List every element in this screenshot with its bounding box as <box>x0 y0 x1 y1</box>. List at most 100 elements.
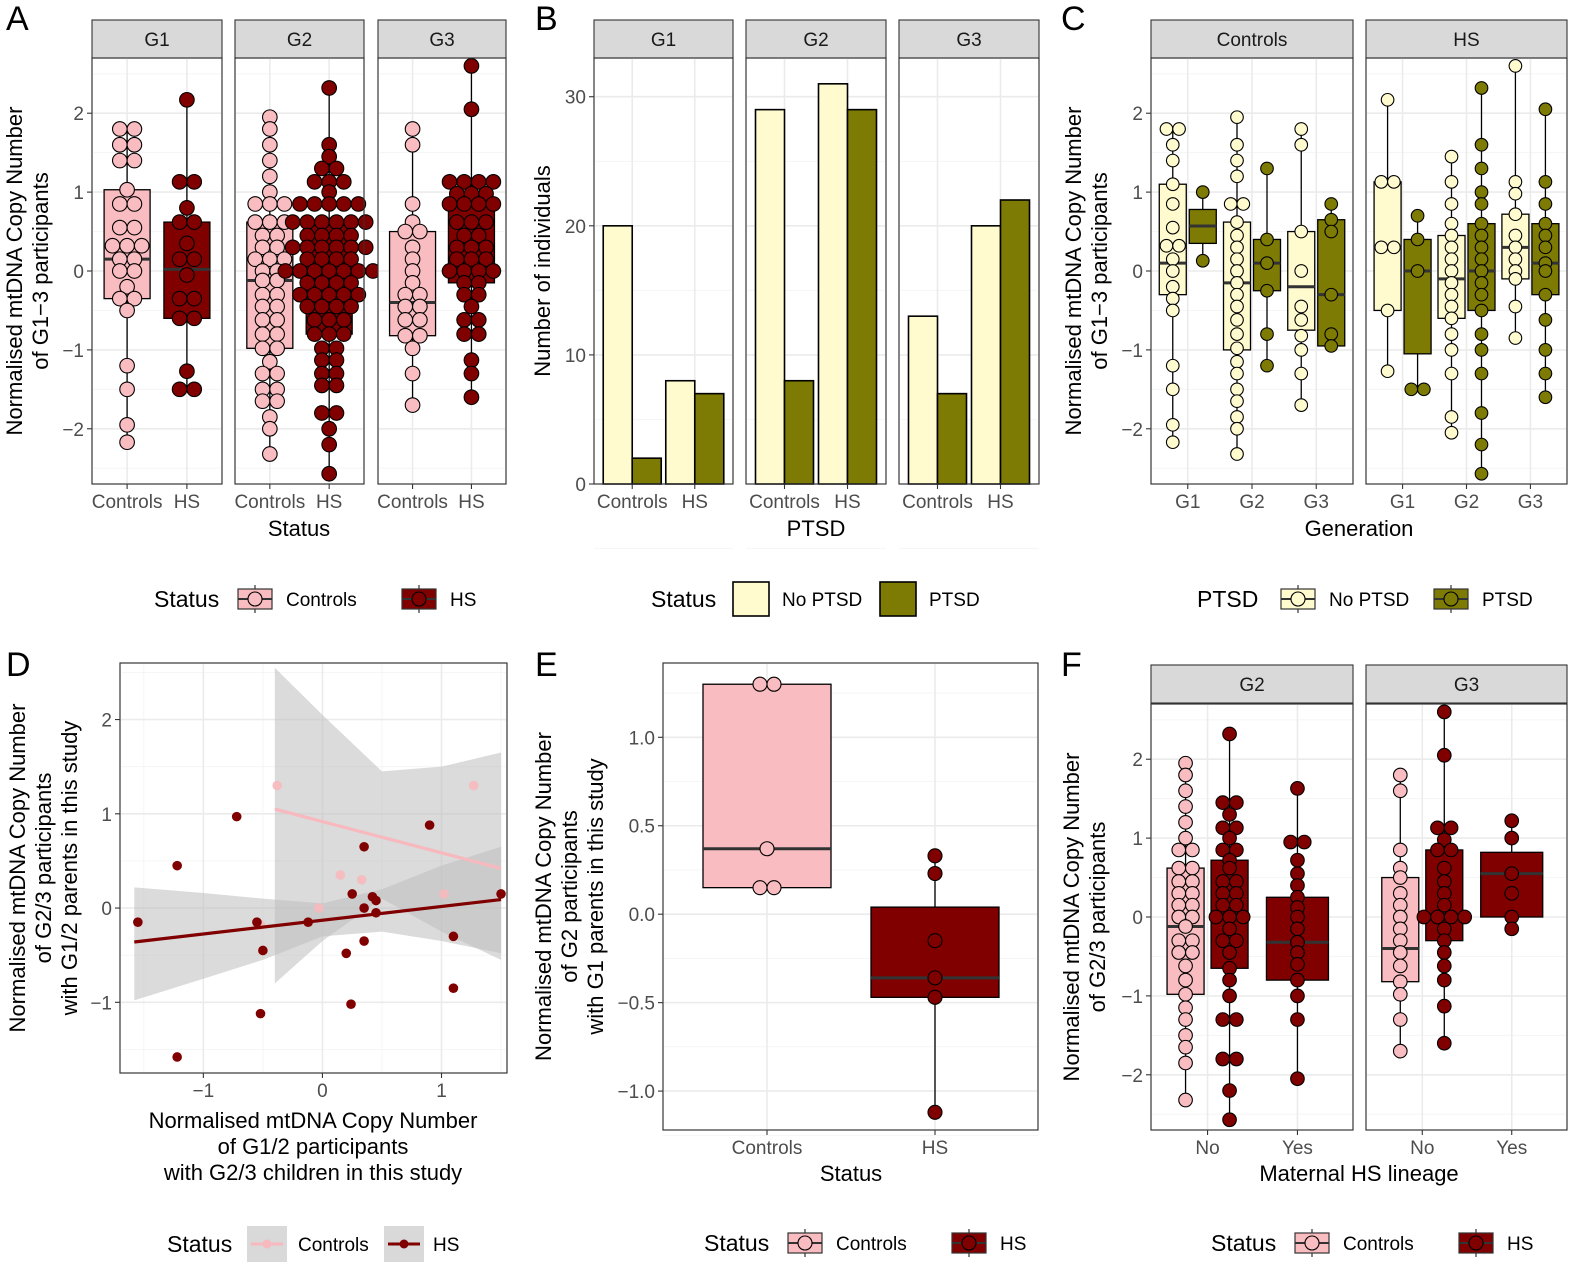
panel-a-Controls-point <box>261 121 278 137</box>
panel-c-PTSD-point <box>1324 339 1339 353</box>
panel-f-y-tick-label: 1 <box>1132 829 1143 850</box>
panel-a-HS-point <box>463 58 480 74</box>
panel-a-Controls-point <box>412 327 428 344</box>
panel-c-No PTSD-point <box>1165 197 1180 211</box>
panel-a-y-tick-label: 1 <box>73 183 84 204</box>
panel-a-HS-point <box>306 196 323 212</box>
panel-f-HS-point <box>1235 909 1251 925</box>
panel-a-HS-point <box>284 214 301 230</box>
panel-b-x-tick-label: Controls <box>902 492 973 513</box>
panel-f-HS-point <box>1504 921 1520 937</box>
panel-a-HS-point <box>186 174 203 190</box>
panel-a-Controls-point <box>261 196 278 212</box>
panel-c-No PTSD-point <box>1444 216 1459 231</box>
panel-c-x-tick-label: G3 <box>1518 492 1543 513</box>
panel-c-No PTSD-point <box>1230 447 1244 461</box>
panel-c-No PTSD-point <box>1165 220 1180 235</box>
panel-a-HS-point <box>314 160 330 177</box>
panel-d-point-HS <box>359 841 369 852</box>
panel-c-PTSD-point <box>1410 264 1425 278</box>
panel-a-HS-point <box>335 196 352 212</box>
panel-a-Controls-point <box>254 298 271 315</box>
panel-e-Controls-point <box>759 841 775 857</box>
panel-c-PTSD-point <box>1324 327 1339 341</box>
panel-a-HS-point <box>456 326 472 342</box>
panel-c-PTSD-point <box>1474 303 1489 318</box>
panel-e-Controls-point <box>766 880 782 896</box>
panel-f-Controls-point <box>1392 783 1408 799</box>
panel-c-HS-strip <box>1365 19 1568 59</box>
panel-e-HS-point <box>927 989 943 1005</box>
panel-a-Controls-point <box>261 420 278 437</box>
panel-f-HS-point <box>1229 897 1244 913</box>
panel-d-x-label: with G2/3 children in this study <box>163 1160 462 1185</box>
panel-f-x-tick-label: Yes <box>1282 1138 1313 1159</box>
panel-e-HS-point <box>927 1104 943 1120</box>
panel-a-HS-point <box>314 405 330 421</box>
panel-a-HS-point <box>179 363 195 380</box>
panel-a-HS-point <box>328 377 345 394</box>
panel-c-No PTSD-point <box>1444 343 1459 357</box>
panel-a-Controls-point <box>269 298 285 315</box>
panel-f-HS-point <box>1504 830 1520 846</box>
panel-a-G2-strip <box>234 19 365 59</box>
panel-f-HS-point <box>1222 807 1237 822</box>
panel-c-No PTSD-point <box>1165 382 1180 397</box>
panel-f-Controls-point <box>1178 958 1193 974</box>
panel-a-Controls-point <box>126 219 143 236</box>
panel-f-Controls-point <box>1178 1055 1193 1071</box>
panel-a-Controls-point <box>404 196 421 212</box>
panel-f-Controls-point <box>1392 1043 1408 1059</box>
panel-a-HS-point <box>485 174 502 190</box>
panel-a-G3-strip-label: G3 <box>429 30 454 51</box>
panel-a-y-tick-label: −1 <box>62 341 84 362</box>
panel-b-G3-strip <box>898 19 1040 59</box>
panel-b-bar-G1-HS-PTSD <box>693 392 725 485</box>
panel-a-Controls-point <box>119 357 135 374</box>
panel-d-point-HS <box>496 889 506 899</box>
panel-a-HS-point <box>357 239 374 256</box>
panel-f-HS-point <box>1215 795 1231 810</box>
panel-f-HS-point <box>1457 909 1473 925</box>
panel-b-legend-label: No PTSD <box>782 590 862 611</box>
panel-a-HS-point <box>463 101 480 118</box>
panel-f-legend-0-key-point <box>1304 1235 1320 1251</box>
panel-c-No PTSD-point <box>1444 425 1459 440</box>
panel-a-Controls-point <box>269 340 285 357</box>
panel-f-HS-point <box>1208 909 1224 925</box>
panel-e-legend-label: HS <box>1000 1234 1026 1255</box>
panel-f-HS-point <box>1436 998 1452 1014</box>
panel-e-y-tick-label: 1.0 <box>629 728 655 749</box>
panel-f-Controls-point <box>1178 986 1193 1002</box>
panel-a-HS-point <box>343 214 359 230</box>
panel-f-Controls-point <box>1178 972 1193 988</box>
panel-e-y-tick-label: −1.0 <box>617 1082 655 1103</box>
panel-a-HS-point <box>463 365 480 382</box>
panel-c-No PTSD-point <box>1508 175 1523 189</box>
panel-a-x-label: Status <box>268 516 330 541</box>
panel-e-y-label-line: with G1 parents in this study <box>583 758 608 1035</box>
panel-a-HS-point <box>321 326 338 342</box>
panel-b-border <box>745 57 887 485</box>
panel-c-No PTSD-point <box>1230 228 1244 243</box>
panel-b-x-tick-label: Controls <box>749 492 820 513</box>
panel-a-HS-point <box>284 239 301 256</box>
panel-c-No PTSD-point <box>1165 358 1180 373</box>
panel-c-No PTSD-point <box>1230 327 1244 341</box>
panel-c-PTSD-point <box>1404 382 1419 397</box>
panel-f-HS-point <box>1222 860 1237 876</box>
panel-a-HS-point <box>299 214 316 230</box>
panel-c-No PTSD-point <box>1444 275 1459 290</box>
panel-c-PTSD-point <box>1474 228 1489 243</box>
panel-c-No PTSD-point <box>1444 287 1459 302</box>
panel-a-HS-point <box>277 263 294 279</box>
panel-d-legend-key-controls-point <box>262 1239 272 1249</box>
panel-c-PTSD-point <box>1195 253 1210 268</box>
panel-a-Controls-point <box>119 434 135 451</box>
panel-c-No PTSD-point <box>1387 240 1401 255</box>
panel-f-HS-point <box>1215 897 1231 913</box>
panel-a-HS-point <box>292 196 308 212</box>
panel-c-PTSD-point <box>1538 175 1553 189</box>
panel-f-HS-point <box>1222 1112 1237 1128</box>
panel-c-No PTSD-point <box>1165 264 1180 278</box>
